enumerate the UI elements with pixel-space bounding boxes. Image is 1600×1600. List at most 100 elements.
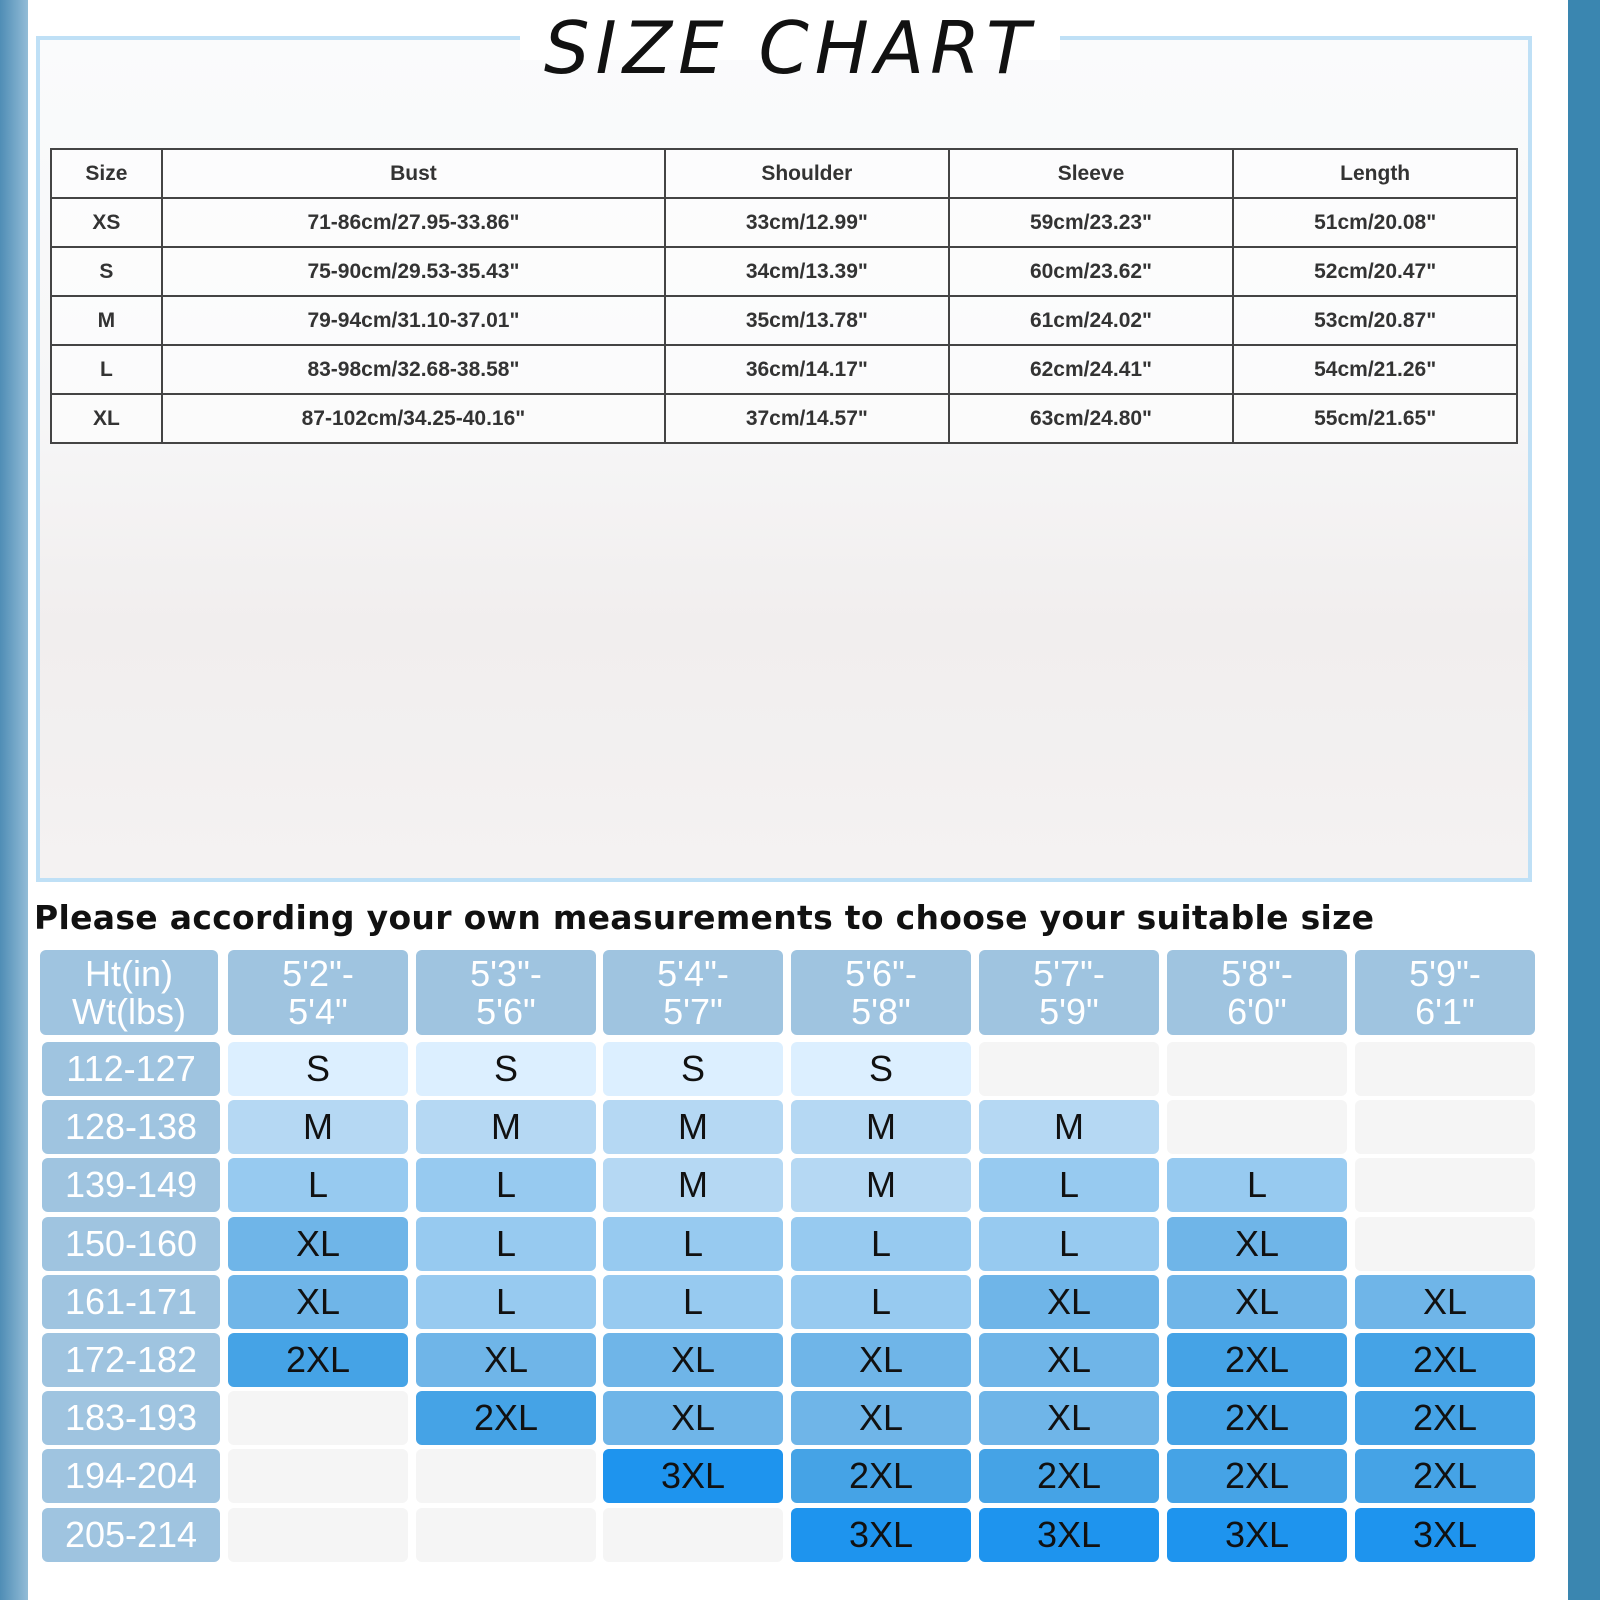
size-cell: S	[791, 1042, 971, 1096]
page-title: SIZE CHART	[543, 6, 1037, 90]
weight-label: 139-149	[42, 1158, 220, 1213]
table-cell: 59cm/23.23"	[947, 197, 1235, 248]
header-line: 5'4"-	[657, 952, 729, 994]
header-line: 5'4"	[288, 990, 348, 1032]
table-cell: XL	[50, 393, 163, 444]
table-cell: 37cm/14.57"	[664, 393, 950, 444]
table-cell: 71-86cm/27.95-33.86"	[160, 197, 667, 248]
size-cell: XL	[979, 1391, 1159, 1446]
table-row: L 83-98cm/32.68-38.58" 36cm/14.17" 62cm/24.…	[50, 344, 1518, 395]
size-cell: L	[791, 1274, 971, 1329]
header-line: 5'7"	[663, 990, 723, 1032]
size-cell: XL	[603, 1391, 783, 1446]
table-cell: 35cm/13.78"	[664, 295, 950, 346]
size-cell: L	[603, 1274, 783, 1329]
size-cell: 2XL	[979, 1449, 1159, 1504]
table-cell: 83-98cm/32.68-38.58"	[160, 344, 667, 395]
size-cell: M	[416, 1100, 596, 1155]
header-line: 5'9"-	[1409, 952, 1481, 994]
size-cell: L	[791, 1216, 971, 1271]
size-cell: 2XL	[1167, 1333, 1347, 1387]
size-cell: XL	[1167, 1274, 1347, 1329]
size-cell: 2XL	[791, 1449, 971, 1504]
header-line: 5'2"-	[282, 952, 354, 994]
weight-label: 172-182	[42, 1333, 220, 1387]
header-line: 5'6"-	[845, 952, 917, 994]
height-header: 5'7"- 5'9"	[979, 950, 1159, 1035]
size-cell: XL	[791, 1391, 971, 1446]
size-cell	[603, 1507, 783, 1562]
header-length: Length	[1232, 148, 1518, 199]
weight-label: 194-204	[42, 1449, 220, 1504]
title-backdrop	[520, 20, 1060, 60]
table-cell: 54cm/21.26"	[1232, 344, 1518, 395]
table-cell: 34cm/13.39"	[664, 246, 950, 297]
table-cell: 87-102cm/34.25-40.16"	[160, 393, 667, 444]
size-cell	[416, 1507, 596, 1562]
size-cell	[228, 1449, 408, 1504]
size-cell: XL	[791, 1333, 971, 1387]
header-bust: Bust	[160, 148, 667, 199]
table-cell: 53cm/20.87"	[1232, 295, 1518, 346]
header-line: 6'1"	[1415, 990, 1475, 1032]
header-line: Ht(in)	[85, 952, 173, 994]
size-cell: 2XL	[1167, 1391, 1347, 1446]
size-cell: 3XL	[1167, 1507, 1347, 1562]
table-row: XS 71-86cm/27.95-33.86" 33cm/12.99" 59cm/23…	[50, 197, 1518, 248]
size-cell: S	[603, 1042, 783, 1096]
size-cell: L	[416, 1158, 596, 1213]
size-cell	[1355, 1100, 1535, 1155]
size-cell: XL	[1355, 1274, 1535, 1329]
header-size: Size	[50, 148, 163, 199]
size-cell	[416, 1449, 596, 1504]
size-cell: XL	[603, 1333, 783, 1387]
table-cell: 33cm/12.99"	[664, 197, 950, 248]
size-cell: 2XL	[1355, 1449, 1535, 1504]
table-cell: L	[50, 344, 163, 395]
size-cell: XL	[228, 1274, 408, 1329]
advice-heading: Please according your own measurements t…	[34, 898, 1375, 937]
size-cell: S	[228, 1042, 408, 1096]
size-cell	[228, 1391, 408, 1446]
size-cell	[979, 1042, 1159, 1096]
size-cell: XL	[228, 1216, 408, 1271]
weight-label: 128-138	[42, 1100, 220, 1155]
size-cell: 3XL	[1355, 1507, 1535, 1562]
height-header: 5'2"- 5'4"	[228, 950, 408, 1035]
size-cell: M	[603, 1158, 783, 1213]
size-cell: M	[979, 1100, 1159, 1155]
table-cell: M	[50, 295, 163, 346]
size-cell: 3XL	[603, 1449, 783, 1504]
size-cell: M	[228, 1100, 408, 1155]
size-spec-table: Size Bust Shoulder Sleeve Length XS 71-86…	[50, 148, 1518, 444]
height-header: 5'8"- 6'0"	[1167, 950, 1347, 1035]
table-cell: 61cm/24.02"	[947, 295, 1235, 346]
size-cell	[1355, 1042, 1535, 1096]
size-cell: L	[979, 1216, 1159, 1271]
size-cell	[228, 1507, 408, 1562]
size-cell: 3XL	[979, 1507, 1159, 1562]
weight-label: 161-171	[42, 1274, 220, 1329]
weight-label: 112-127	[42, 1042, 220, 1096]
header-sleeve: Sleeve	[947, 148, 1235, 199]
size-cell: M	[791, 1158, 971, 1213]
table-header-row: Size Bust Shoulder Sleeve Length	[50, 148, 1518, 199]
table-cell: 62cm/24.41"	[947, 344, 1235, 395]
table-row: M 79-94cm/31.10-37.01" 35cm/13.78" 61cm/24.…	[50, 295, 1518, 346]
table-row: XL 87-102cm/34.25-40.16" 37cm/14.57" 63cm/2…	[50, 393, 1518, 444]
table-cell: 75-90cm/29.53-35.43"	[160, 246, 667, 297]
size-cell	[1355, 1216, 1535, 1271]
table-row: S 75-90cm/29.53-35.43" 34cm/13.39" 60cm/23.…	[50, 246, 1518, 297]
size-cell: L	[416, 1274, 596, 1329]
header-shoulder: Shoulder	[664, 148, 950, 199]
table-cell: 36cm/14.17"	[664, 344, 950, 395]
size-cell: L	[416, 1216, 596, 1271]
size-cell: 2XL	[1355, 1333, 1535, 1387]
size-cell: L	[228, 1158, 408, 1213]
header-line: 5'3"-	[470, 952, 542, 994]
weight-label: 183-193	[42, 1391, 220, 1446]
size-cell: 2XL	[1355, 1391, 1535, 1446]
corner-header: Ht(in) Wt(lbs)	[40, 950, 218, 1035]
size-cell: XL	[979, 1274, 1159, 1329]
size-cell: XL	[416, 1333, 596, 1387]
